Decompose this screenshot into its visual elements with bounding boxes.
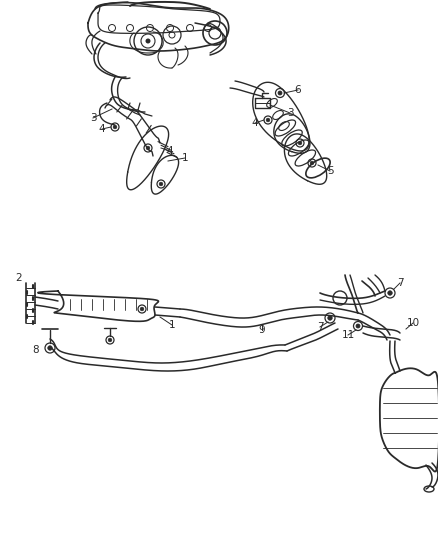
Circle shape [146, 146, 150, 150]
Text: 4: 4 [167, 146, 173, 156]
Circle shape [388, 290, 392, 295]
Circle shape [145, 38, 151, 44]
Text: 3: 3 [287, 108, 293, 118]
Circle shape [48, 346, 52, 350]
Text: 1: 1 [169, 320, 175, 330]
Text: 6: 6 [295, 85, 301, 95]
Text: 7: 7 [317, 322, 323, 332]
Text: 9: 9 [259, 325, 265, 335]
Circle shape [113, 125, 117, 129]
Text: 2: 2 [16, 273, 22, 283]
Text: 4: 4 [252, 118, 258, 128]
Circle shape [159, 182, 163, 186]
Circle shape [310, 161, 314, 165]
Circle shape [278, 91, 282, 95]
Circle shape [108, 338, 112, 342]
Text: 11: 11 [341, 330, 355, 340]
Circle shape [140, 307, 144, 311]
Text: 10: 10 [406, 318, 420, 328]
Circle shape [298, 141, 302, 145]
Text: 3: 3 [90, 113, 96, 123]
Text: 4: 4 [99, 124, 105, 134]
Text: 5: 5 [327, 166, 333, 176]
Text: 1: 1 [182, 153, 188, 163]
Text: 7: 7 [397, 278, 403, 288]
Text: 8: 8 [33, 345, 39, 355]
Circle shape [356, 324, 360, 328]
Circle shape [328, 316, 332, 320]
Circle shape [266, 118, 270, 122]
